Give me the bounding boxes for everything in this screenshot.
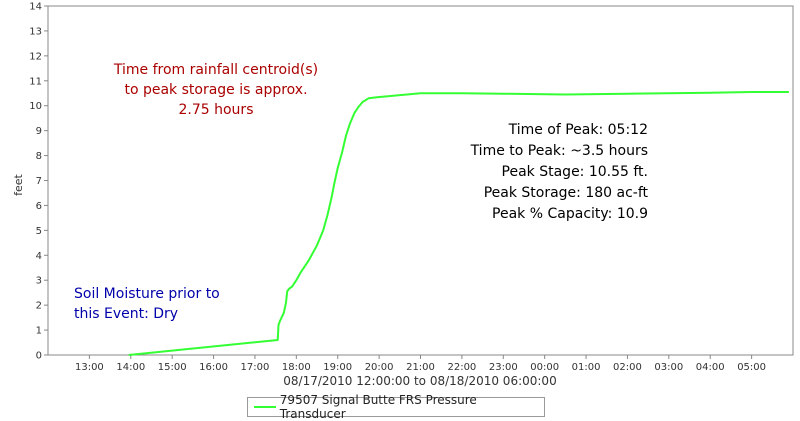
x-tick-label: 18:00 [282,362,311,373]
soil-moisture-note: Soil Moisture prior to this Event: Dry [74,286,220,322]
y-tick-label: 10 [29,101,42,112]
annotation-line: Time of Peak: 05:12 [508,122,648,138]
annotation-line: to peak storage is approx. [124,82,307,98]
x-tick-label: 21:00 [406,362,435,373]
x-tick-label: 14:00 [116,362,145,373]
annotation-line: Peak % Capacity: 10.9 [492,206,648,222]
annotation-line: 2.75 hours [179,102,254,118]
x-tick-label: 17:00 [241,362,270,373]
plot-area [47,5,794,356]
y-tick-label: 5 [36,226,42,237]
y-tick-label: 1 [36,326,42,337]
legend-swatch [254,406,276,408]
plot-border [47,5,794,356]
y-axis-title: feet [12,173,25,195]
x-tick-label: 05:00 [737,362,766,373]
series-layer [128,91,789,356]
annotations: Time from rainfall centroid(s) to peak st… [74,62,649,322]
annotation-line: Peak Stage: 10.55 ft. [502,164,648,180]
y-tick-label: 6 [36,201,42,212]
y-tick-label: 14 [29,2,42,13]
legend: 79507 Signal Butte FRS Pressure Transduc… [247,393,545,421]
x-tick-label: 22:00 [447,362,476,373]
rainfall-centroid-note: Time from rainfall centroid(s) to peak st… [113,62,318,118]
y-tick-label: 3 [36,276,42,287]
x-axis-title: 08/17/2010 12:00:00 to 08/18/2010 06:00:… [283,374,556,388]
y-tick-label: 12 [29,51,42,62]
annotation-line: Time from rainfall centroid(s) [113,62,318,78]
x-tick-label: 02:00 [613,362,642,373]
x-tick-label: 00:00 [530,362,559,373]
y-tick-label: 2 [36,301,42,312]
peak-stats-note: Time of Peak: 05:12 Time to Peak: ~3.5 ho… [470,122,649,222]
y-tick-label: 8 [36,151,42,162]
y-tick-label: 7 [36,176,42,187]
y-tick-label: 9 [36,126,42,137]
y-tick-label: 0 [36,351,42,362]
annotation-line: this Event: Dry [74,306,178,322]
series-line [128,91,789,356]
annotation-line: Soil Moisture prior to [74,286,220,302]
annotation-line: Time to Peak: ~3.5 hours [470,143,648,159]
x-tick-label: 15:00 [158,362,187,373]
x-tick-label: 13:00 [75,362,104,373]
legend-label: 79507 Signal Butte FRS Pressure Transduc… [279,393,477,421]
x-tick-label: 01:00 [572,362,601,373]
x-tick-label: 04:00 [696,362,725,373]
annotation-line: Peak Storage: 180 ac-ft [484,185,649,201]
x-tick-label: 19:00 [323,362,352,373]
x-tick-label: 03:00 [654,362,683,373]
x-tick-label: 23:00 [489,362,518,373]
x-axis: 13:00 14:00 15:00 16:00 17:00 18:00 19:00 20:00… [75,355,766,373]
y-tick-label: 13 [29,26,42,37]
x-tick-label: 20:00 [365,362,394,373]
x-tick-label: 16:00 [199,362,228,373]
y-tick-label: 11 [29,76,42,87]
y-tick-label: 4 [36,251,42,262]
